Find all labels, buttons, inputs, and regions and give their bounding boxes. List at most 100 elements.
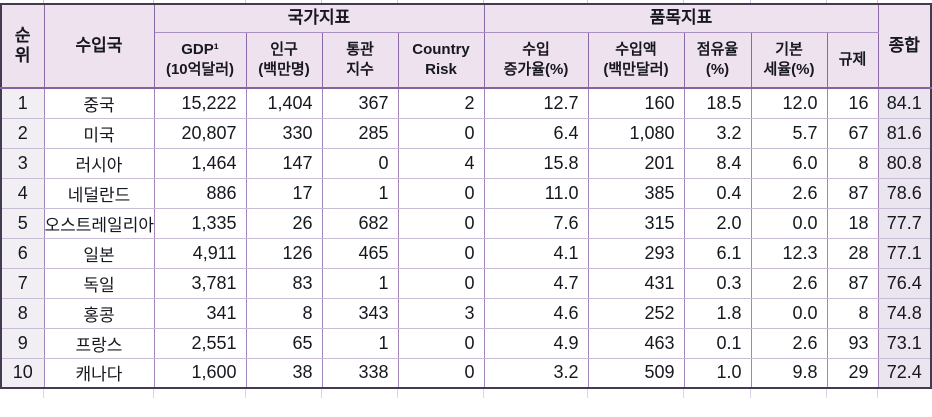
gridline-remnant bbox=[245, 0, 246, 3]
header-sub-row: GDP¹ (10억달러) 인구 (백만명) 통관 지수 Country Risk… bbox=[1, 31, 931, 89]
cell-gdp: 886 bbox=[153, 177, 247, 209]
header-rank: 순 위 bbox=[0, 3, 45, 89]
gridline-remnant bbox=[397, 389, 398, 398]
cell-country: 러시아 bbox=[43, 147, 155, 179]
cell-import-value: 315 bbox=[587, 207, 685, 239]
header-base-tariff: 기본 세율(%) bbox=[750, 31, 828, 89]
cell-import-value: 431 bbox=[587, 267, 685, 299]
cell-regulation: 93 bbox=[826, 327, 879, 359]
gridline-remnant bbox=[321, 389, 322, 398]
cell-population: 38 bbox=[245, 357, 323, 389]
cell-share: 2.0 bbox=[683, 207, 752, 239]
cell-rank: 6 bbox=[0, 237, 45, 269]
cell-country: 중국 bbox=[43, 87, 155, 119]
cell-import-growth: 3.2 bbox=[483, 357, 589, 389]
cell-customs-index: 338 bbox=[321, 357, 399, 389]
header-total: 종합 bbox=[877, 3, 932, 89]
table-row: 10 캐나다 1,600 38 338 0 3.2 509 1.0 9.8 29 72.4 bbox=[0, 357, 932, 389]
cell-import-value: 160 bbox=[587, 87, 685, 119]
cell-import-growth: 4.9 bbox=[483, 327, 589, 359]
gridline-remnant bbox=[43, 0, 44, 3]
table-row: 1 중국 15,222 1,404 367 2 12.7 160 18.5 12.0 16 84.1 bbox=[0, 87, 932, 119]
cell-country: 독일 bbox=[43, 267, 155, 299]
cell-regulation: 67 bbox=[826, 117, 879, 149]
cell-gdp: 1,600 bbox=[153, 357, 247, 389]
gridline-remnant bbox=[397, 0, 398, 3]
cell-country: 프랑스 bbox=[43, 327, 155, 359]
header-import-value: 수입액 (백만달러) bbox=[587, 31, 685, 89]
cell-customs-index: 367 bbox=[321, 87, 399, 119]
cell-population: 126 bbox=[245, 237, 323, 269]
cell-country: 일본 bbox=[43, 237, 155, 269]
gridline-remnant bbox=[587, 0, 588, 3]
cell-customs-index: 465 bbox=[321, 237, 399, 269]
header-group-item-indicators: 품목지표 bbox=[483, 3, 879, 33]
header-import-growth: 수입 증가율(%) bbox=[483, 31, 589, 89]
cell-gdp: 341 bbox=[153, 297, 247, 329]
cell-share: 0.1 bbox=[683, 327, 752, 359]
cell-country-risk: 0 bbox=[397, 267, 485, 299]
cell-total: 81.6 bbox=[877, 117, 932, 149]
cell-share: 18.5 bbox=[683, 87, 752, 119]
table-row: 5 오스트레일리아 1,335 26 682 0 7.6 315 2.0 0.0 18 77.7 bbox=[0, 207, 932, 239]
cell-country-risk: 0 bbox=[397, 177, 485, 209]
cell-total: 78.6 bbox=[877, 177, 932, 209]
header-share: 점유율 (%) bbox=[683, 31, 752, 89]
cell-customs-index: 285 bbox=[321, 117, 399, 149]
cell-gdp: 2,551 bbox=[153, 327, 247, 359]
header-gdp: GDP¹ (10억달러) bbox=[153, 31, 247, 89]
cell-customs-index: 1 bbox=[321, 267, 399, 299]
table-header: 순 위 수입국 국가지표 품목지표 종합 GDP¹ (10억달러) 인구 (백만… bbox=[0, 3, 932, 89]
cell-rank: 3 bbox=[0, 147, 45, 179]
gridline-remnant bbox=[483, 0, 484, 3]
gridline-remnant bbox=[826, 0, 827, 3]
table-row: 3 러시아 1,464 147 0 4 15.8 201 8.4 6.0 8 80.8 bbox=[0, 147, 932, 179]
cell-gdp: 1,335 bbox=[153, 207, 247, 239]
cell-share: 1.0 bbox=[683, 357, 752, 389]
cell-rank: 5 bbox=[0, 207, 45, 239]
cell-country-risk: 2 bbox=[397, 87, 485, 119]
cell-total: 73.1 bbox=[877, 327, 932, 359]
cell-base-tariff: 12.3 bbox=[750, 237, 828, 269]
table-row: 6 일본 4,911 126 465 0 4.1 293 6.1 12.3 28 77.1 bbox=[0, 237, 932, 269]
header-group-row: 순 위 수입국 국가지표 품목지표 종합 bbox=[0, 3, 932, 89]
cell-import-value: 509 bbox=[587, 357, 685, 389]
cell-population: 1,404 bbox=[245, 87, 323, 119]
header-regulation: 규제 bbox=[826, 31, 879, 89]
gridline-remnant bbox=[153, 0, 154, 3]
cell-customs-index: 0 bbox=[321, 147, 399, 179]
table-body: 1 중국 15,222 1,404 367 2 12.7 160 18.5 12.0 16 84.1 2… bbox=[0, 87, 932, 389]
cell-country: 미국 bbox=[43, 117, 155, 149]
cell-import-growth: 15.8 bbox=[483, 147, 589, 179]
gridline-remnant bbox=[483, 389, 484, 398]
cell-regulation: 28 bbox=[826, 237, 879, 269]
cell-total: 84.1 bbox=[877, 87, 932, 119]
cell-gdp: 1,464 bbox=[153, 147, 247, 179]
cell-total: 74.8 bbox=[877, 297, 932, 329]
cell-country-risk: 0 bbox=[397, 327, 485, 359]
cell-import-value: 463 bbox=[587, 327, 685, 359]
cell-population: 26 bbox=[245, 207, 323, 239]
cell-gdp: 15,222 bbox=[153, 87, 247, 119]
header-importer: 수입국 bbox=[43, 3, 155, 89]
cell-share: 0.3 bbox=[683, 267, 752, 299]
cell-total: 76.4 bbox=[877, 267, 932, 299]
header-group-country-indicators: 국가지표 bbox=[153, 3, 485, 33]
gridline-remnant bbox=[587, 389, 588, 398]
gridline-remnant bbox=[153, 389, 154, 398]
cell-import-growth: 4.6 bbox=[483, 297, 589, 329]
cell-base-tariff: 0.0 bbox=[750, 207, 828, 239]
cell-share: 8.4 bbox=[683, 147, 752, 179]
cell-share: 3.2 bbox=[683, 117, 752, 149]
cell-population: 330 bbox=[245, 117, 323, 149]
cell-regulation: 18 bbox=[826, 207, 879, 239]
cell-base-tariff: 2.6 bbox=[750, 327, 828, 359]
cell-gdp: 3,781 bbox=[153, 267, 247, 299]
import-country-ranking-table: 순 위 수입국 국가지표 품목지표 종합 GDP¹ (10억달러) 인구 (백만… bbox=[0, 3, 932, 389]
cell-import-value: 201 bbox=[587, 147, 685, 179]
cell-total: 77.7 bbox=[877, 207, 932, 239]
cell-country-risk: 0 bbox=[397, 357, 485, 389]
cell-import-value: 252 bbox=[587, 297, 685, 329]
cell-import-growth: 12.7 bbox=[483, 87, 589, 119]
